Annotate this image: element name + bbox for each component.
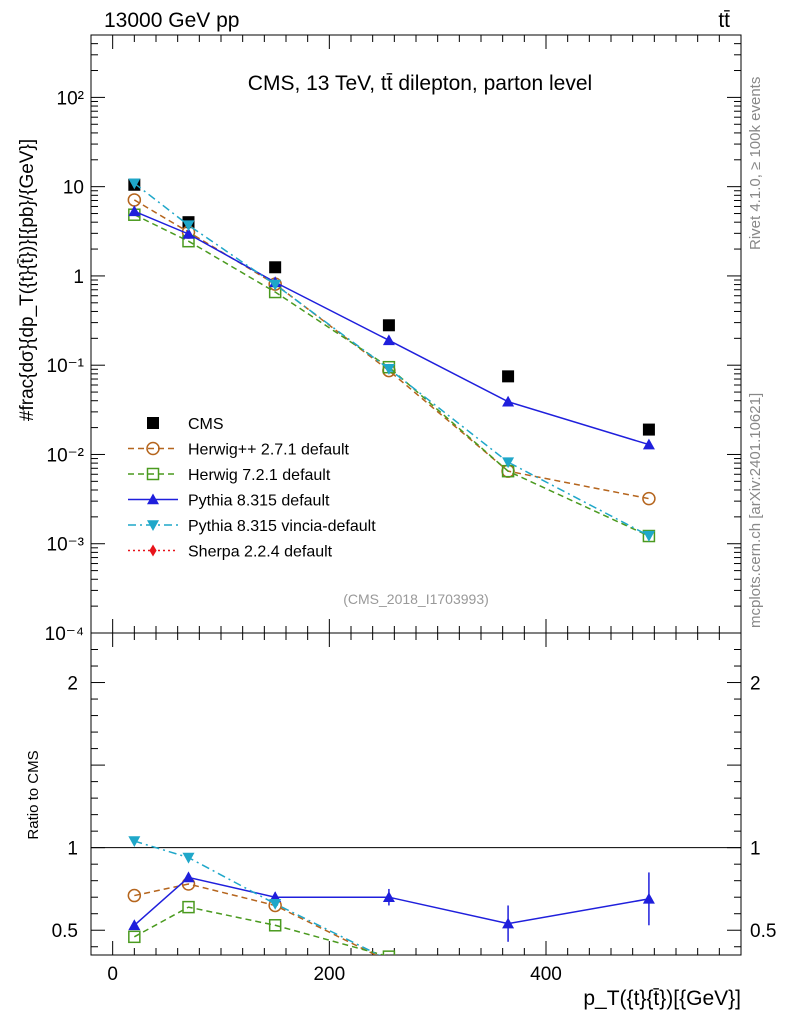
- x-tick-label: 200: [313, 964, 345, 985]
- ratio-point-pythia-8-315-vincia-default: [502, 990, 514, 1001]
- ratio-point-pythia-8-315-default: [182, 871, 195, 883]
- data-point-pythia-8-315-vincia-default: [128, 178, 141, 190]
- ratio-point-herwig-7-2-1-default: [382, 950, 396, 955]
- data-point-herwig-2-7-1-default: [642, 491, 656, 506]
- legend-label-pythia-8-315-default: Pythia 8.315 default: [188, 493, 330, 510]
- ratio-line-herwig-7-2-1-default: [133, 906, 386, 955]
- ratio-point-pythia-8-315-default: [128, 919, 141, 931]
- legend-marker-pythia-8-315-vincia-default: [147, 520, 159, 531]
- y-tick-label: 10⁻³: [47, 535, 85, 556]
- y-tick-label: 10⁻²: [47, 445, 85, 466]
- y-tick-label: 10²: [57, 88, 84, 109]
- y-axis-label: #frac{dσ}{dp_T({t}{t̄})}[{pb}/{GeV}]: [17, 139, 38, 421]
- x-tick-label: 400: [530, 964, 562, 985]
- ratio-point-pythia-8-315-vincia-default: [128, 836, 141, 848]
- data-point-pythia-8-315-vincia-default: [502, 457, 515, 469]
- data-point-pythia-8-315-default: [182, 227, 195, 239]
- rivet-version-text: Rivet 4.1.0, ≥ 100k events: [747, 77, 764, 250]
- ratio-point-pythia-8-315-default: [382, 891, 395, 903]
- ratio-point-pythia-8-315-vincia-default: [182, 852, 195, 864]
- data-point-cms: [642, 423, 655, 436]
- ratio-point-herwig-2-7-1-default: [127, 888, 142, 903]
- data-point-cms: [502, 370, 515, 383]
- ratio-point-pythia-8-315-vincia-default: [269, 899, 282, 910]
- legend-label-herwig-7-2-1-default: Herwig 7.2.1 default: [188, 467, 331, 484]
- legend-marker-herwig-2-7-1-default: [146, 441, 160, 456]
- y-tick-label: 1: [73, 267, 84, 288]
- data-point-pythia-8-315-vincia-default: [269, 279, 282, 291]
- legend-marker-herwig-7-2-1-default: [146, 467, 160, 481]
- series-line-pythia-8-315-default: [134, 210, 650, 446]
- series-line-herwig-2-7-1-default: [133, 199, 650, 500]
- ratio-point-herwig-2-7-1-default: [387, 954, 391, 955]
- chart-title: CMS, 13 TeV, tt̄ dilepton, parton level: [248, 72, 592, 95]
- y-tick-label: 10⁻⁴: [45, 624, 84, 645]
- ratio-point-pythia-8-315-vincia-default: [383, 955, 395, 966]
- data-point-pythia-8-315-default: [502, 395, 515, 407]
- mcplots-credit-text: mcplots.cern.ch [arXiv:2401.10621]: [747, 393, 764, 628]
- data-point-pythia-8-315-vincia-default: [182, 220, 195, 232]
- data-point-pythia-8-315-vincia-default: [642, 530, 655, 542]
- analysis-tag: (CMS_2018_I1703993): [343, 591, 489, 607]
- ratio-tick-label-right: 2: [750, 674, 761, 695]
- ratio-tick-label-right: 0.5: [750, 921, 776, 942]
- series-layer: [127, 178, 656, 543]
- data-point-pythia-8-315-default: [382, 334, 395, 346]
- ratio-tick-label-right: 1: [750, 839, 761, 860]
- legend: CMS Herwig++ 2.7.1 default Herwig 7.2.1 de…: [128, 416, 376, 561]
- legend-label-cms: CMS: [188, 416, 224, 433]
- series-line-herwig-7-2-1-default: [134, 214, 650, 537]
- ratio-tick-label: 1: [67, 839, 78, 860]
- data-point-cms: [382, 319, 395, 332]
- legend-marker-cms: [147, 417, 159, 429]
- legend-label-herwig-2-7-1-default: Herwig++ 2.7.1 default: [188, 442, 350, 459]
- data-point-cms: [269, 261, 282, 274]
- series-line-pythia-8-315-vincia-default: [133, 182, 650, 537]
- data-point-pythia-8-315-default: [128, 205, 141, 217]
- data-point-pythia-8-315-default: [642, 438, 655, 450]
- ratio-point-pythia-8-315-default: [502, 917, 515, 929]
- y-tick-label: 10: [63, 178, 84, 199]
- legend-label-sherpa-2-2-4-default: Sherpa 2.2.4 default: [188, 544, 333, 561]
- ratio-point-herwig-7-2-1-default: [503, 993, 514, 1004]
- ratio-point-herwig-2-7-1-default: [502, 992, 514, 1004]
- header-process-label: tt̄: [718, 9, 730, 32]
- header-energy-label: 13000 GeV pp: [104, 9, 239, 32]
- x-axis-label: p_T({t}{t̄})[{GeV}]: [583, 987, 741, 1010]
- ratio-line-pythia-8-315-default: [133, 876, 650, 926]
- legend-marker-pythia-8-315-default: [147, 493, 159, 505]
- ratio-line-pythia-8-315-vincia-default: [134, 840, 381, 955]
- ratio-point-herwig-7-2-1-default: [182, 900, 195, 914]
- x-tick-label: 0: [107, 964, 118, 985]
- legend-marker-sherpa-2-2-4-default: [149, 544, 157, 557]
- ratio-y-axis-label: Ratio to CMS: [25, 750, 42, 839]
- ratio-tick-label: 2: [67, 674, 78, 695]
- ratio-series-layer: [127, 836, 655, 1004]
- y-tick-label: 10⁻¹: [47, 356, 85, 377]
- axis-ticks: 0 200 400 10² 10 1 10⁻¹ 10⁻² 10⁻³ 10⁻⁴ 0.5 0.5 1 1 2 2: [45, 34, 776, 985]
- ratio-point-pythia-8-315-default: [642, 892, 655, 904]
- ratio-point-herwig-7-2-1-default: [268, 919, 282, 932]
- data-point-pythia-8-315-vincia-default: [382, 364, 395, 375]
- legend-label-pythia-8-315-vincia-default: Pythia 8.315 vincia-default: [188, 518, 376, 535]
- ratio-tick-label: 0.5: [52, 921, 78, 942]
- ratio-point-herwig-7-2-1-default: [128, 930, 141, 944]
